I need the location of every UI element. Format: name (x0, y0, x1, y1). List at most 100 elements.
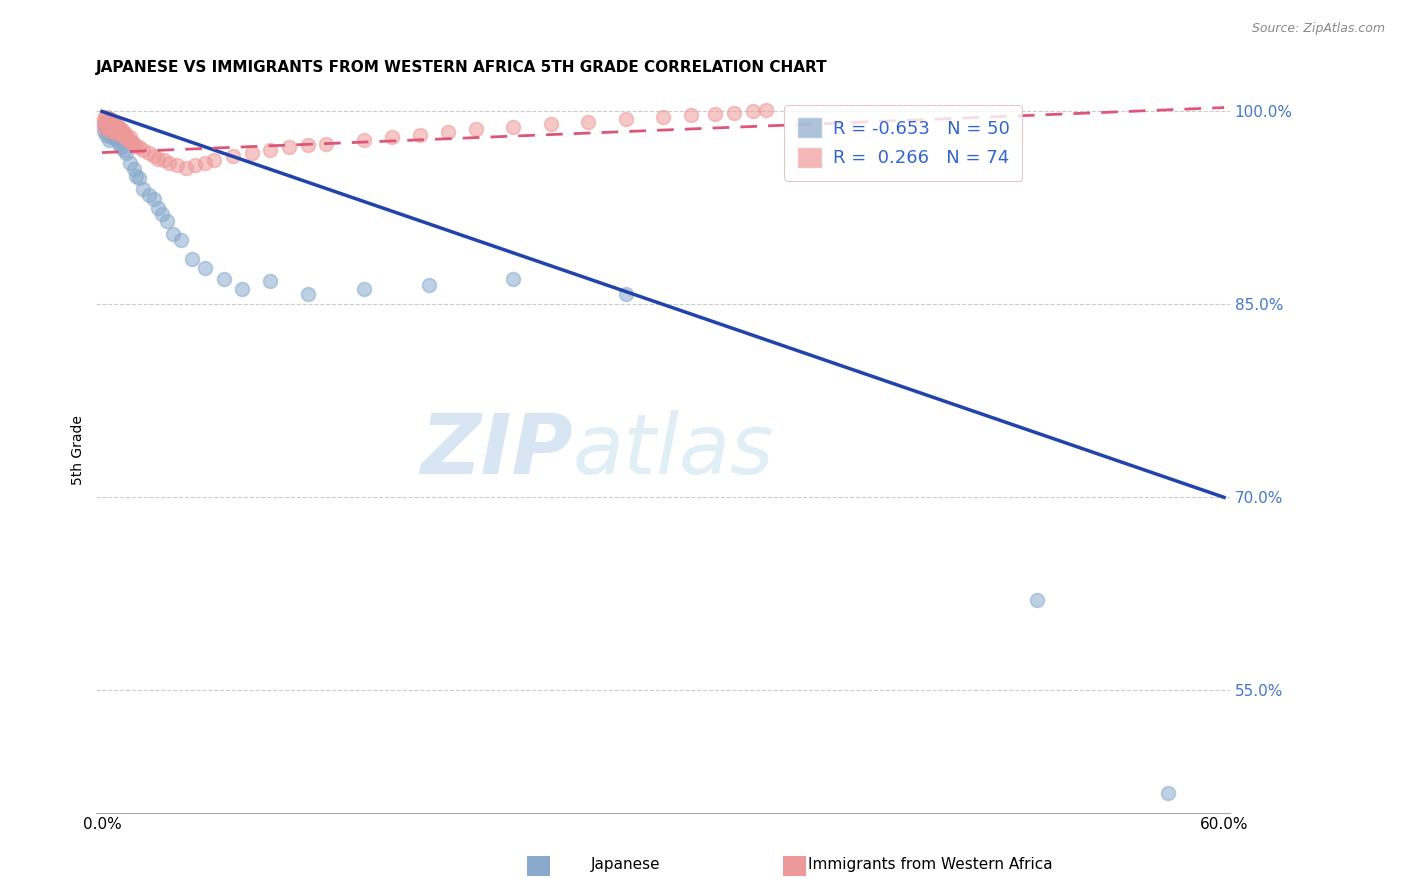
Point (166, 158, 188, 172)
Point (93, 117, 115, 131)
Point (100, 113, 122, 128)
Point (97, 116, 120, 130)
Point (122, 136, 145, 151)
Point (681, 108, 703, 122)
Point (110, 122, 132, 136)
Point (194, 261, 217, 276)
Point (98, 111, 121, 125)
Point (169, 233, 191, 247)
Point (124, 169, 146, 183)
Point (202, 153, 225, 168)
Point (315, 136, 337, 151)
Point (240, 145, 263, 160)
Point (115, 128, 138, 142)
Point (614, 112, 637, 127)
Point (212, 271, 235, 285)
Point (98, 124, 121, 138)
Point (180, 252, 202, 267)
Point (297, 287, 319, 301)
Point (409, 128, 432, 142)
Point (104, 117, 127, 131)
Text: Source: ZipAtlas.com: Source: ZipAtlas.com (1251, 22, 1385, 36)
Point (111, 133, 134, 147)
Point (97, 120, 120, 134)
Point (194, 156, 217, 170)
Point (353, 282, 375, 296)
Point (104, 130, 127, 145)
Point (111, 128, 134, 142)
Text: atlas: atlas (572, 410, 773, 491)
Point (540, 117, 562, 131)
Point (143, 192, 166, 206)
Point (723, 105, 745, 120)
Point (1026, 593, 1049, 607)
Point (100, 124, 122, 138)
Point (231, 282, 253, 296)
Point (103, 126, 125, 140)
Point (124, 139, 146, 153)
Point (100, 117, 122, 131)
Text: Japanese: Japanese (591, 857, 661, 872)
Point (98, 114, 121, 128)
Text: Immigrants from Western Africa: Immigrants from Western Africa (808, 857, 1053, 872)
Point (94, 113, 117, 128)
Point (184, 158, 207, 172)
Point (105, 128, 128, 142)
Point (93, 114, 115, 128)
Point (614, 287, 637, 301)
Point (104, 121, 127, 136)
Point (115, 131, 138, 145)
Point (576, 114, 599, 128)
Point (97, 112, 120, 127)
Point (138, 145, 160, 160)
Point (111, 124, 134, 138)
Point (132, 181, 155, 195)
Point (502, 120, 524, 134)
Text: ZIP: ZIP (420, 410, 572, 491)
Point (105, 119, 128, 133)
Point (121, 136, 143, 150)
Point (112, 130, 135, 145)
Point (381, 130, 404, 145)
Point (150, 207, 173, 221)
Point (105, 133, 128, 147)
Point (110, 130, 132, 145)
Point (465, 122, 488, 136)
Point (98, 125, 121, 139)
Point (118, 130, 141, 145)
Point (93, 120, 115, 134)
Point (103, 116, 125, 130)
Point (98, 120, 121, 134)
Point (755, 103, 778, 117)
Point (107, 124, 129, 138)
Point (502, 271, 524, 285)
Point (741, 104, 763, 119)
Point (97, 116, 120, 130)
Point (437, 125, 460, 139)
Point (110, 140, 132, 154)
Point (94, 128, 117, 142)
Point (94, 114, 117, 128)
Point (107, 120, 129, 134)
Point (93, 124, 115, 138)
Legend: R = -0.653   N = 50, R =  0.266   N = 74: R = -0.653 N = 50, R = 0.266 N = 74 (785, 104, 1022, 180)
Point (259, 143, 281, 157)
Point (162, 227, 184, 241)
Point (110, 126, 132, 140)
Point (704, 107, 727, 121)
Y-axis label: 5th Grade: 5th Grade (72, 416, 86, 485)
Point (105, 126, 128, 140)
Point (118, 156, 141, 170)
Point (94, 117, 117, 131)
Point (105, 122, 128, 136)
Point (112, 126, 135, 140)
Point (222, 149, 245, 163)
Point (128, 140, 150, 154)
Point (118, 134, 141, 148)
Point (112, 143, 135, 157)
Point (146, 201, 169, 215)
Point (143, 149, 166, 163)
Point (100, 130, 122, 145)
Point (152, 153, 174, 168)
Point (94, 110, 117, 124)
